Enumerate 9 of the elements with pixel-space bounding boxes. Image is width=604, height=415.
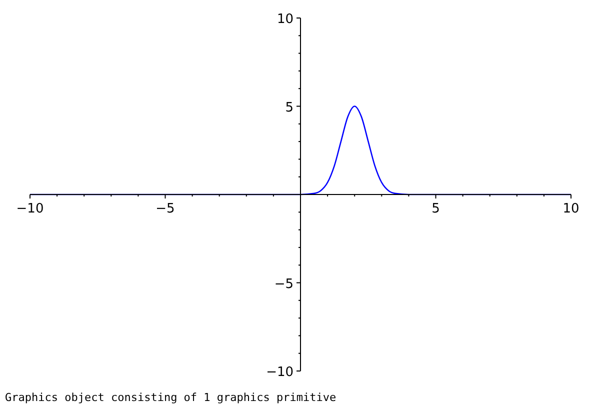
x-tick-label: 10 [562, 202, 580, 216]
y-tick-label: 10 [276, 12, 294, 27]
text: Graphics object consisting of 1 graphics primitive [5, 391, 336, 404]
x-tick-label: 5 [432, 202, 440, 216]
y-tick-label: −5 [274, 276, 294, 292]
x-tick-label: −10 [16, 202, 44, 216]
x-tick-label: −5 [156, 202, 175, 216]
y-tick-label: 5 [285, 100, 294, 116]
y-tick-label: −10 [266, 365, 294, 380]
